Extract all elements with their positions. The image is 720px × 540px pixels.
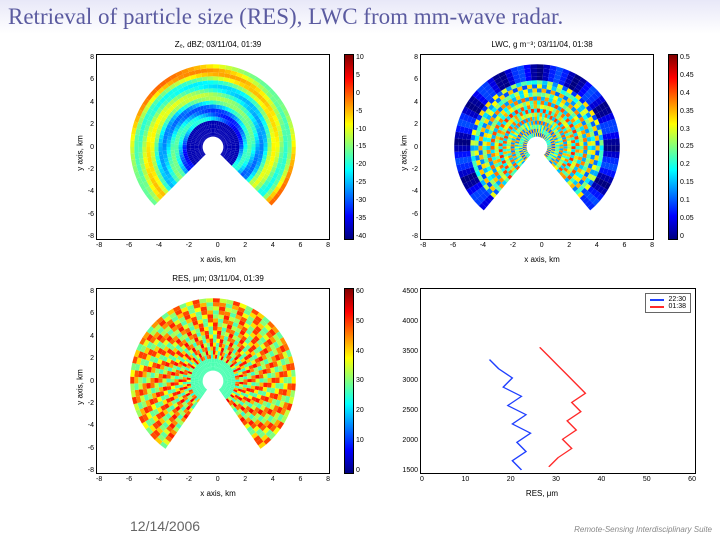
y-ticks: 4500400035003000250020001500	[402, 288, 418, 474]
page-title: Retrieval of particle size (RES), LWC fr…	[8, 4, 563, 30]
y-axis-label: y axis, km	[75, 135, 84, 171]
legend-item: 01:38	[650, 303, 686, 310]
panel-profile: 4500400035003000250020001500 22:30 01:38…	[384, 274, 700, 500]
legend-item: 22:30	[650, 296, 686, 303]
legend-label: 01:38	[668, 303, 686, 310]
x-axis-label: x axis, km	[200, 255, 236, 264]
colorbar-ticks: 6050403020100	[356, 288, 376, 474]
radar-fan	[97, 55, 329, 239]
colorbar-ticks: 0.50.450.40.350.30.250.20.150.10.050	[680, 54, 700, 240]
panel-title: Zₑ, dBZ; 03/11/04, 01:39	[175, 40, 261, 49]
footer-logo: Remote-Sensing Interdisciplinary Suite	[574, 525, 712, 534]
colorbar	[344, 288, 354, 474]
legend-swatch	[650, 306, 664, 308]
legend: 22:30 01:38	[645, 293, 691, 313]
radar-fan	[421, 55, 653, 239]
radar-fan	[97, 289, 329, 473]
axes-box	[96, 288, 330, 474]
x-ticks: -8-6-4-202468	[420, 242, 654, 252]
x-axis-label: x axis, km	[200, 489, 236, 498]
axes-box	[96, 54, 330, 240]
colorbar	[668, 54, 678, 240]
panel-res: RES, μm; 03/11/04, 01:39 86420-2-4-6-8 6…	[60, 274, 376, 500]
y-axis-label: y axis, km	[75, 369, 84, 405]
x-ticks: 0102030405060	[420, 476, 696, 486]
panel-reflectivity: Zₑ, dBZ; 03/11/04, 01:39 86420-2-4-6-8 1…	[60, 40, 376, 266]
panel-title: RES, μm; 03/11/04, 01:39	[172, 274, 264, 283]
x-ticks: -8-6-4-202468	[96, 242, 330, 252]
axes-box: 22:30 01:38	[420, 288, 696, 474]
colorbar	[344, 54, 354, 240]
panel-lwc: LWC, g m⁻³; 03/11/04, 01:38 86420-2-4-6-…	[384, 40, 700, 266]
x-axis-label: x axis, km	[524, 255, 560, 264]
footer-date: 12/14/2006	[130, 518, 200, 534]
axes-box	[420, 54, 654, 240]
x-axis-label: RES, μm	[526, 489, 558, 498]
y-axis-label: y axis, km	[399, 135, 408, 171]
figure-grid: Zₑ, dBZ; 03/11/04, 01:39 86420-2-4-6-8 1…	[60, 40, 700, 500]
line-chart	[421, 289, 695, 473]
colorbar-ticks: 1050-5-10-15-20-25-30-35-40	[356, 54, 376, 240]
legend-swatch	[650, 299, 664, 301]
legend-label: 22:30	[668, 296, 686, 303]
x-ticks: -8-6-4-202468	[96, 476, 330, 486]
panel-title: LWC, g m⁻³; 03/11/04, 01:38	[491, 40, 592, 49]
